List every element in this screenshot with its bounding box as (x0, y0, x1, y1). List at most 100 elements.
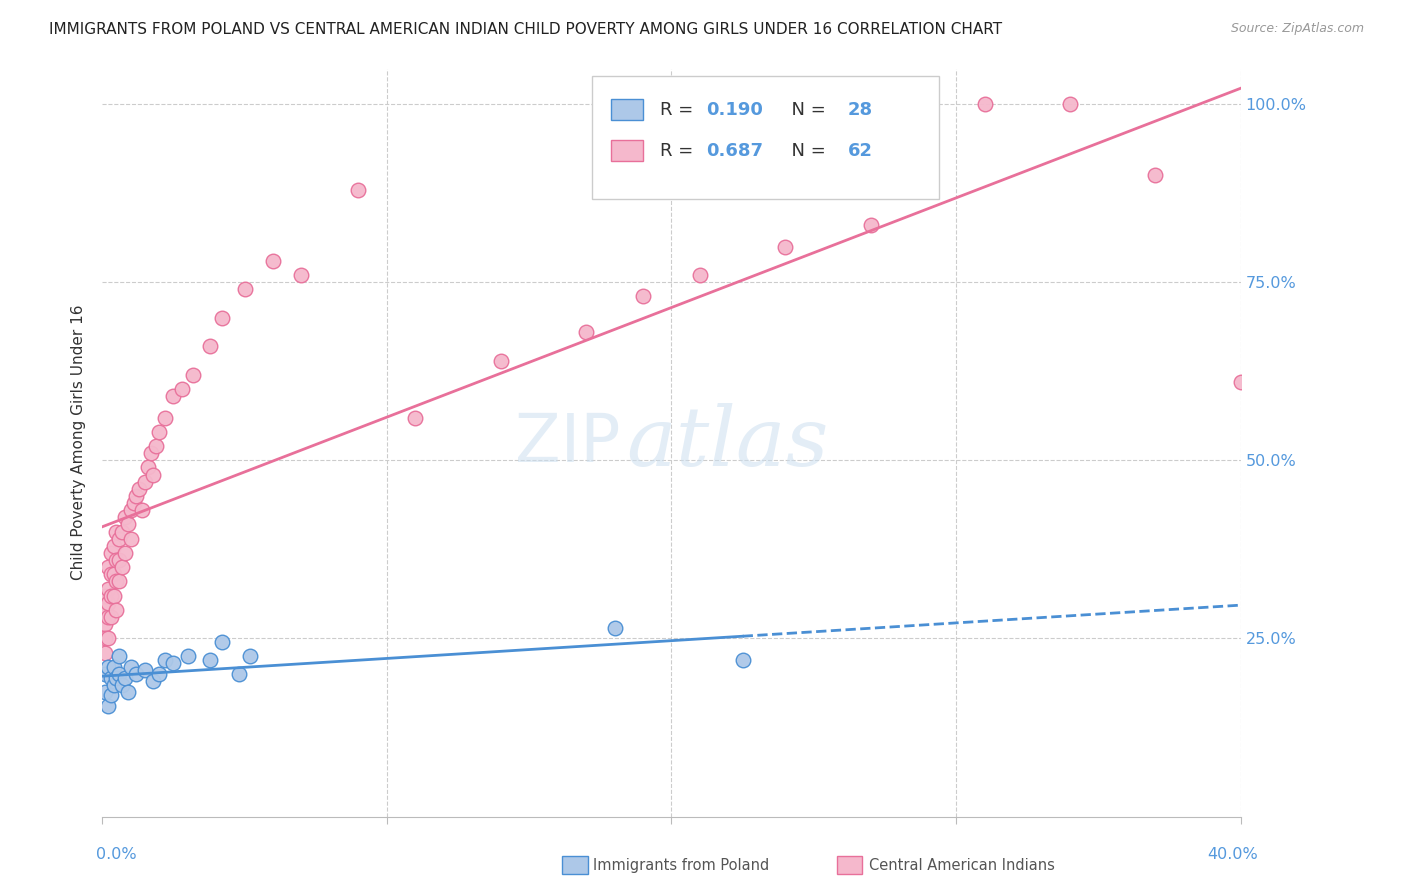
Point (114, 671, 136, 685)
Point (148, 425, 170, 439)
Text: 62: 62 (848, 142, 873, 160)
Point (176, 649, 198, 664)
Point (489, 353, 512, 368)
Point (108, 649, 131, 664)
Point (97, 632, 120, 646)
Text: 0.190: 0.190 (706, 101, 762, 119)
Point (136, 460, 159, 475)
Point (973, 97, 995, 112)
Point (603, 621, 626, 635)
Point (111, 560, 134, 574)
Point (111, 524, 134, 539)
Point (1059, 97, 1081, 112)
Point (117, 685, 139, 699)
Point (1229, 375, 1251, 389)
Point (100, 546, 122, 560)
Point (94, 646, 117, 660)
Point (142, 467, 165, 482)
Point (100, 671, 122, 685)
Text: 0.0%: 0.0% (96, 847, 136, 862)
Point (120, 532, 142, 546)
Point (105, 574, 128, 589)
Text: ZIP: ZIP (515, 409, 620, 475)
Point (228, 667, 250, 681)
Point (94, 685, 117, 699)
Y-axis label: Child Poverty Among Girls Under 16: Child Poverty Among Girls Under 16 (72, 305, 86, 581)
Point (114, 546, 136, 560)
Point (134, 664, 156, 678)
Point (181, 368, 204, 382)
Point (131, 503, 153, 517)
Point (404, 410, 426, 425)
Point (142, 674, 165, 689)
Point (148, 667, 170, 681)
Point (170, 382, 193, 396)
Point (731, 653, 754, 667)
Text: N =: N = (780, 142, 831, 160)
Text: 0.687: 0.687 (706, 142, 762, 160)
Point (108, 532, 131, 546)
Point (100, 589, 122, 603)
Point (153, 410, 176, 425)
Point (120, 503, 142, 517)
Point (94, 632, 117, 646)
Point (200, 653, 222, 667)
Text: R =: R = (659, 101, 699, 119)
Point (134, 475, 156, 489)
Point (145, 439, 167, 453)
Point (94, 589, 117, 603)
Point (153, 653, 176, 667)
Text: Source: ZipAtlas.com: Source: ZipAtlas.com (1230, 22, 1364, 36)
Point (1144, 169, 1167, 183)
Point (108, 667, 131, 681)
Point (859, 219, 882, 233)
Point (108, 553, 131, 567)
Point (233, 282, 256, 296)
Point (162, 389, 184, 403)
Point (94, 617, 117, 632)
Point (689, 268, 711, 282)
Point (125, 489, 148, 503)
Text: 40.0%: 40.0% (1208, 847, 1258, 862)
Point (100, 610, 122, 624)
Point (103, 589, 125, 603)
Point (262, 253, 284, 268)
Point (575, 325, 598, 339)
Text: Central American Indians: Central American Indians (869, 858, 1054, 872)
Point (105, 603, 128, 617)
Point (94, 603, 117, 617)
Point (103, 539, 125, 553)
Text: N =: N = (780, 101, 831, 119)
Point (631, 289, 654, 303)
Point (97, 660, 120, 674)
Point (117, 517, 139, 532)
Point (139, 446, 162, 460)
Point (111, 678, 134, 692)
Text: Immigrants from Poland: Immigrants from Poland (593, 858, 769, 872)
Point (94, 667, 117, 681)
Point (105, 553, 128, 567)
Point (775, 239, 797, 253)
Point (97, 560, 120, 574)
Point (211, 635, 233, 649)
Point (97, 596, 120, 610)
Point (122, 496, 145, 510)
Point (103, 567, 125, 582)
Point (128, 482, 150, 496)
Point (105, 524, 128, 539)
FancyBboxPatch shape (612, 99, 643, 120)
Point (97, 610, 120, 624)
Text: atlas: atlas (626, 402, 828, 483)
Point (97, 699, 120, 714)
Point (100, 689, 122, 703)
Text: 28: 28 (848, 101, 873, 119)
Text: IMMIGRANTS FROM POLAND VS CENTRAL AMERICAN INDIAN CHILD POVERTY AMONG GIRLS UNDE: IMMIGRANTS FROM POLAND VS CENTRAL AMERIC… (49, 22, 1002, 37)
Point (105, 671, 128, 685)
Point (211, 310, 233, 325)
FancyBboxPatch shape (592, 76, 939, 200)
Point (239, 649, 262, 664)
Point (200, 339, 222, 353)
Point (100, 567, 122, 582)
Point (108, 574, 131, 589)
Point (120, 660, 142, 674)
